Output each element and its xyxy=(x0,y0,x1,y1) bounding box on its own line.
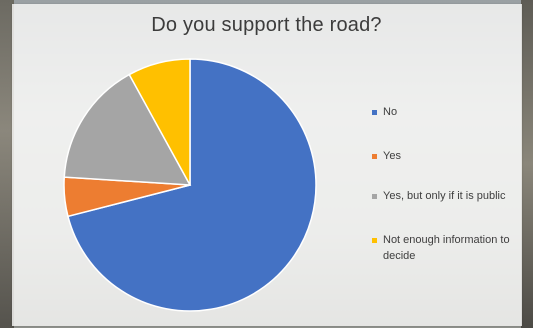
chart-title: Do you support the road? xyxy=(151,14,382,36)
legend-label: Yes, but only if it is public xyxy=(383,190,506,202)
legend-label: No xyxy=(383,106,398,118)
pie-slice-no xyxy=(67,58,317,312)
legend-item: Not enough information to decide xyxy=(372,232,531,264)
legend-swatch xyxy=(372,154,377,159)
legend-label: Yes xyxy=(383,150,401,162)
background-rock-right xyxy=(521,0,533,328)
background-rock-left xyxy=(0,0,14,328)
legend-item: Yes xyxy=(372,148,531,164)
legend-item: No xyxy=(372,104,531,120)
pie-slice-yes-but-only-if-it-is-public xyxy=(63,73,192,186)
legend-item: Yes, but only if it is public xyxy=(372,188,531,204)
legend-swatch xyxy=(372,110,377,115)
legend-swatch xyxy=(372,194,377,199)
legend-swatch xyxy=(372,238,377,243)
pie-slice-not-enough-information-to-decide xyxy=(128,58,191,186)
legend-label: Not enough information to decide xyxy=(383,234,510,262)
